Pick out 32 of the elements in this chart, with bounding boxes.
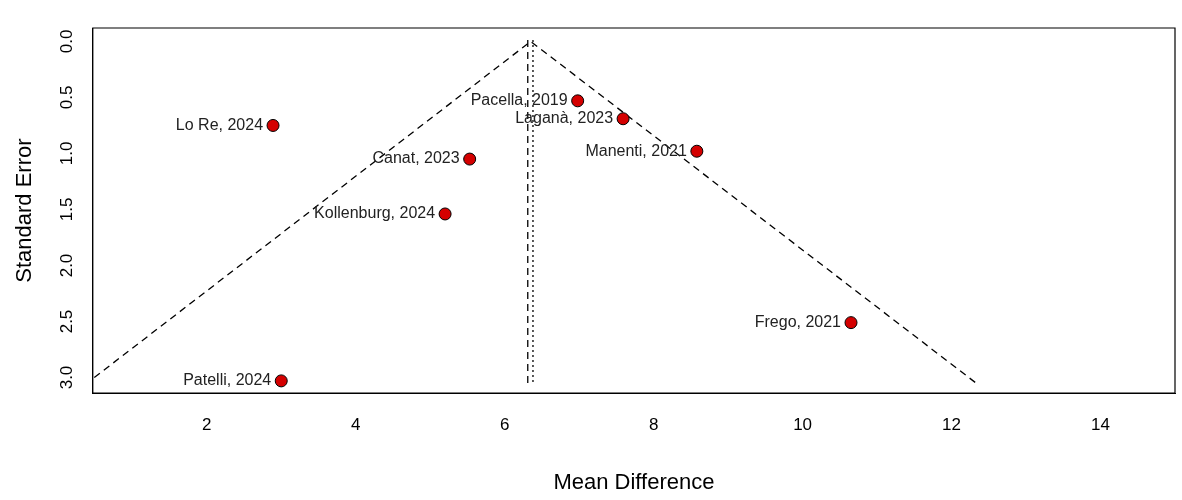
x-tick-label: 14 [1091, 415, 1110, 435]
annotation: Patelli, 2024 [183, 371, 272, 389]
annotation: Manenti, 2021 [585, 141, 687, 159]
annotation: Laganà, 2023 [515, 109, 614, 127]
annotation: Lo Re, 2024 [175, 115, 264, 133]
annotation: Kollenburg, 2024 [314, 204, 436, 222]
annotation: Frego, 2021 [754, 313, 842, 331]
x-tick-label: 8 [648, 415, 659, 435]
y-tick-label: 1.0 [56, 141, 76, 166]
point [690, 144, 704, 158]
x-tick-label: 6 [499, 415, 510, 435]
y-tick-label: 3.0 [56, 365, 76, 390]
point [463, 152, 477, 166]
annotation: Pacella, 2019 [470, 91, 568, 109]
point [438, 207, 452, 221]
y-tick-label: 2.5 [56, 309, 76, 334]
x-axis-title: Mean Difference [553, 468, 715, 494]
x-tick-label: 10 [793, 415, 813, 435]
point [844, 316, 858, 330]
x-tick-label: 4 [350, 415, 361, 435]
y-tick-label: 0.5 [56, 85, 76, 110]
point [266, 118, 280, 132]
annotation: Canat, 2023 [372, 149, 460, 167]
y-tick-label: 1.5 [56, 197, 76, 222]
y-axis-title: Standard Error [11, 138, 37, 283]
point [616, 112, 630, 126]
point [571, 94, 585, 108]
x-tick-label: 2 [202, 415, 212, 435]
y-tick-label: 0.0 [56, 29, 76, 54]
x-tick-label: 12 [942, 415, 962, 435]
point [274, 374, 288, 388]
y-tick-label: 2.0 [56, 253, 76, 278]
